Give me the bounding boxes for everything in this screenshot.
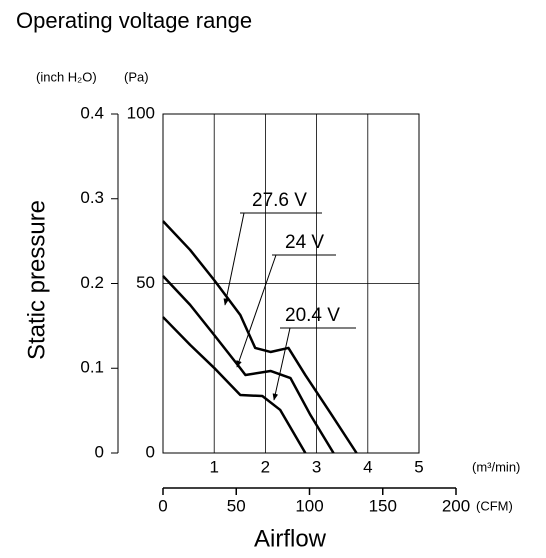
y2-unit: (inch H₂O) <box>36 69 97 84</box>
curve <box>162 275 335 454</box>
x-tick-label: 5 <box>414 457 423 476</box>
y2-tick-label: 0.4 <box>80 103 104 122</box>
x2-tick-label: 100 <box>295 496 323 515</box>
y-tick-label: 50 <box>136 273 155 292</box>
label-arrow <box>272 327 291 401</box>
y2-tick-label: 0 <box>95 442 104 461</box>
curve <box>162 220 358 454</box>
chart-title: Operating voltage range <box>16 8 252 33</box>
x-unit: (m³/min) <box>472 459 520 474</box>
x2-tick-label: 200 <box>442 496 470 515</box>
x2-tick-label: 150 <box>369 496 397 515</box>
series-label: 20.4 V <box>285 305 340 326</box>
y-tick-label: 100 <box>127 103 155 122</box>
series-label: 27.6 V <box>252 190 307 211</box>
y-axis-title: Static pressure <box>23 200 50 360</box>
x2-unit: (CFM) <box>476 498 513 513</box>
x-tick-label: 4 <box>363 457 372 476</box>
series-label: 24 V <box>285 232 324 253</box>
y2-tick-label: 0.1 <box>80 358 104 377</box>
x2-tick-label: 0 <box>158 496 167 515</box>
y-tick-label: 0 <box>146 442 155 461</box>
y2-tick-label: 0.3 <box>80 188 104 207</box>
curve <box>162 316 307 454</box>
label-arrow <box>236 254 277 368</box>
x-tick-label: 3 <box>312 457 321 476</box>
x2-tick-label: 50 <box>227 496 246 515</box>
x-tick-label: 1 <box>209 457 218 476</box>
label-arrow <box>223 212 245 306</box>
y2-tick-label: 0.2 <box>80 273 104 292</box>
y-unit: (Pa) <box>124 69 149 84</box>
x-axis-title: Airflow <box>254 525 327 552</box>
x-tick-label: 2 <box>261 457 270 476</box>
